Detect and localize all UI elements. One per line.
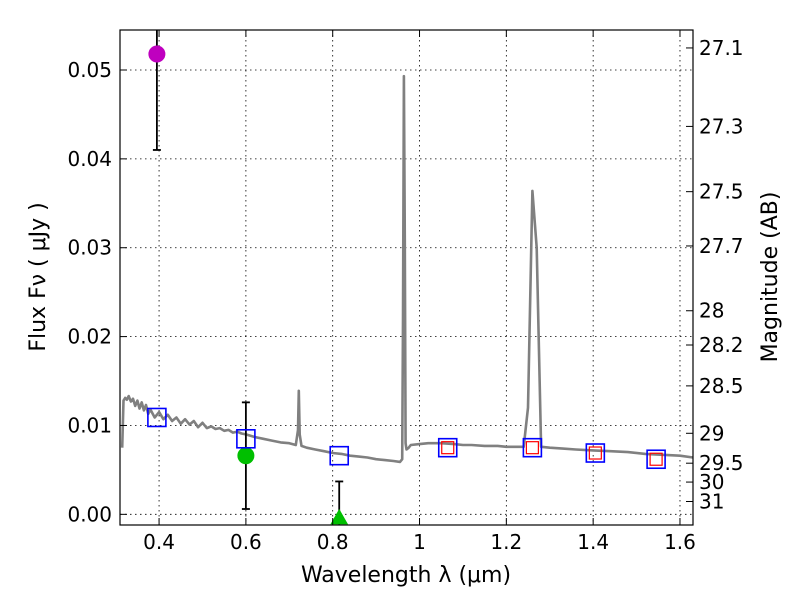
right-tick-label: 28 [699, 299, 724, 323]
y-tick-label: 0.05 [67, 58, 112, 82]
observed-photometry-square [525, 441, 539, 455]
model-photometry-square [329, 445, 350, 466]
upper-limit-marker [330, 508, 349, 525]
x-axis-label: Wavelength λ (μm) [301, 563, 511, 588]
detection-marker [237, 447, 255, 465]
right-tick-label: 30 [699, 470, 724, 494]
right-tick-label: 27.7 [699, 234, 744, 258]
observed-photometry-square [441, 441, 455, 455]
plot-markers [147, 30, 666, 525]
x-tick-label: 1 [413, 530, 426, 554]
x-tick-label: 0.8 [317, 530, 349, 554]
model-photometry-square [236, 428, 256, 449]
right-tick-label: 28.5 [699, 374, 744, 398]
x-tick-label: 0.4 [143, 530, 175, 554]
x-tick-label: 0.6 [230, 530, 262, 554]
y-tick-label: 0.03 [67, 236, 112, 260]
right-tick-label: 29 [699, 421, 724, 445]
right-axis-label: Magnitude (AB) [758, 192, 783, 363]
detection-marker [148, 45, 166, 63]
y-tick-label: 0.01 [67, 413, 112, 437]
x-tick-label: 1.2 [490, 530, 522, 554]
model-photometry-square [147, 407, 167, 428]
y-axis-label: Flux Fν ( μJy ) [26, 202, 51, 351]
plot-frame [119, 29, 694, 526]
right-tick-label: 27.3 [699, 114, 744, 138]
x-tick-label: 1.6 [664, 530, 696, 554]
observed-photometry-square [588, 446, 602, 460]
model-photometry-square [585, 443, 606, 463]
x-tick-label: 1.4 [577, 530, 609, 554]
model-photometry-square [646, 449, 666, 470]
model-photometry-square [522, 437, 543, 458]
right-tick-label: 31 [699, 489, 724, 513]
axis-ticks: 0.4 0.6 0.8 1 1.2 1.4 1.6 0.00 0.01 0.02 0.03 0.04 0… [67, 30, 744, 554]
y-tick-label: 0.00 [67, 502, 112, 526]
sed-model-line [120, 74, 694, 464]
y-tick-label: 0.02 [67, 325, 112, 349]
right-tick-label: 27.1 [699, 36, 744, 60]
plot-series [120, 74, 694, 464]
right-tick-label: 27.5 [699, 180, 744, 204]
right-tick-label: 28.2 [699, 333, 744, 357]
observed-photometry-square [649, 452, 663, 466]
right-tick-label: 29.5 [699, 451, 744, 475]
model-photometry-square [437, 437, 458, 458]
y-tick-label: 0.04 [67, 147, 112, 171]
